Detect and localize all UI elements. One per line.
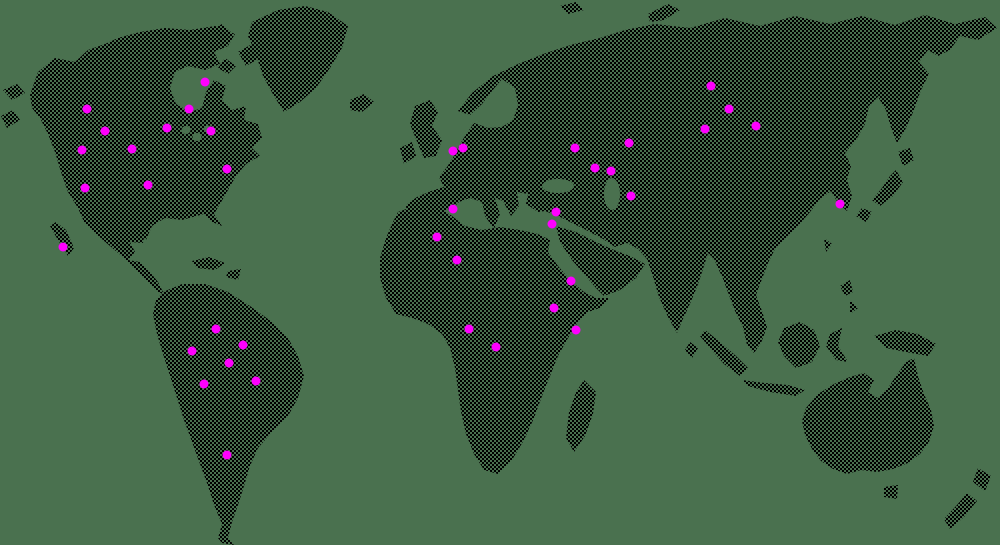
map-marker[interactable] [724, 104, 734, 114]
peninsula-arabia [556, 226, 645, 296]
map-marker[interactable] [100, 126, 110, 136]
islands-arctic-north [560, 2, 680, 22]
peninsula-baja [50, 222, 74, 256]
map-marker[interactable] [58, 242, 68, 252]
map-marker[interactable] [200, 77, 210, 87]
map-marker[interactable] [143, 180, 153, 190]
island-sri-lanka [685, 342, 698, 358]
map-marker[interactable] [77, 145, 87, 155]
map-marker[interactable] [549, 303, 559, 313]
map-marker[interactable] [700, 124, 710, 134]
map-marker[interactable] [491, 342, 501, 352]
islands-philippines [824, 238, 858, 314]
map-marker[interactable] [199, 379, 209, 389]
sea-caspian [604, 178, 620, 210]
map-marker[interactable] [551, 207, 561, 217]
map-marker[interactable] [82, 104, 92, 114]
island-iceland [350, 94, 374, 112]
map-marker[interactable] [187, 346, 197, 356]
map-marker[interactable] [432, 232, 442, 242]
map-marker[interactable] [570, 143, 580, 153]
lake-great-lakes-mid [192, 133, 202, 141]
map-marker[interactable] [464, 324, 474, 334]
islands-canadian-arctic [205, 24, 260, 74]
map-marker[interactable] [706, 81, 716, 91]
map-marker[interactable] [206, 126, 216, 136]
map-marker[interactable] [547, 219, 557, 229]
map-marker[interactable] [127, 144, 137, 154]
map-marker[interactable] [571, 325, 581, 335]
map-marker[interactable] [626, 191, 636, 201]
island-tasmania [884, 485, 898, 499]
map-marker[interactable] [458, 143, 468, 153]
lake-great-lakes-west [181, 126, 191, 134]
islands-alaska-west [1, 84, 25, 128]
map-marker[interactable] [251, 376, 261, 386]
map-marker[interactable] [606, 166, 616, 176]
map-marker[interactable] [238, 340, 248, 350]
island-madagascar [566, 380, 596, 452]
continent-eurasia [406, 15, 997, 353]
island-ireland [400, 142, 416, 164]
island-great-britain [410, 100, 442, 158]
map-marker[interactable] [211, 324, 221, 334]
map-marker[interactable] [448, 146, 458, 156]
map-markers-layer [58, 77, 845, 460]
map-marker[interactable] [751, 121, 761, 131]
sea-black-sea [542, 179, 574, 193]
island-greenland [248, 6, 348, 112]
continent-australia [802, 358, 934, 474]
map-marker[interactable] [162, 123, 172, 133]
islands-caribbean [192, 257, 241, 280]
map-marker[interactable] [222, 450, 232, 460]
map-marker[interactable] [80, 183, 90, 193]
continent-africa [380, 204, 610, 474]
map-marker[interactable] [452, 255, 462, 265]
map-marker[interactable] [184, 104, 194, 114]
islands-new-zealand [944, 468, 991, 529]
map-marker[interactable] [448, 204, 458, 214]
islands-japan [856, 148, 914, 222]
map-marker[interactable] [835, 199, 845, 209]
continent-north-america [30, 26, 262, 294]
map-marker[interactable] [224, 358, 234, 368]
map-marker[interactable] [566, 276, 576, 286]
map-marker[interactable] [624, 138, 634, 148]
map-marker[interactable] [590, 163, 600, 173]
map-marker[interactable] [222, 164, 232, 174]
